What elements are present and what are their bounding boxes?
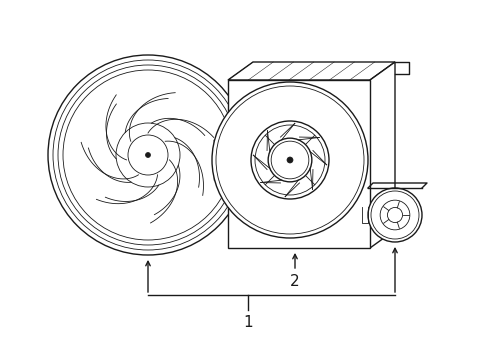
Polygon shape bbox=[369, 62, 394, 248]
Circle shape bbox=[250, 121, 328, 199]
Text: 1: 1 bbox=[243, 315, 252, 330]
Circle shape bbox=[267, 138, 311, 182]
Circle shape bbox=[379, 200, 409, 230]
Circle shape bbox=[367, 188, 421, 242]
Circle shape bbox=[286, 157, 292, 163]
Polygon shape bbox=[227, 80, 369, 248]
Circle shape bbox=[145, 153, 150, 158]
Circle shape bbox=[386, 207, 402, 222]
Circle shape bbox=[212, 82, 367, 238]
Text: 2: 2 bbox=[289, 274, 299, 289]
Polygon shape bbox=[227, 62, 394, 80]
